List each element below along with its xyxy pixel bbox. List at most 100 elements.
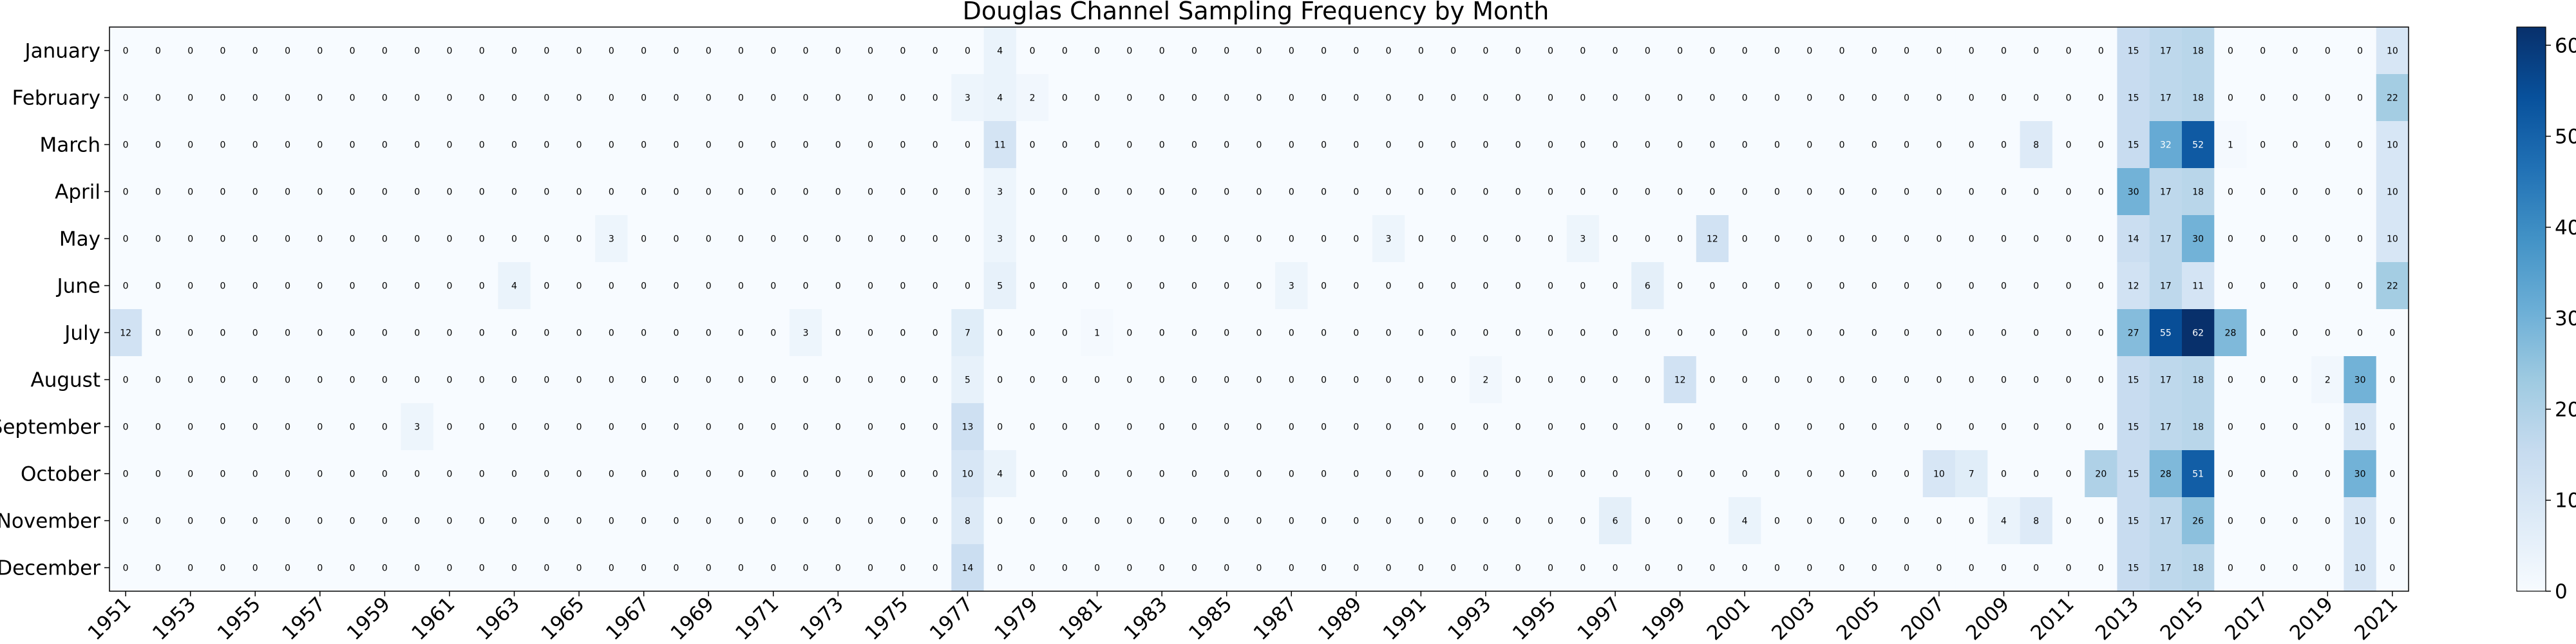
- cell-value-label: 0: [803, 281, 809, 292]
- cell-value-label: 30: [2354, 375, 2366, 386]
- cell-value-label: 0: [933, 46, 938, 57]
- heatmap-cell: [1987, 403, 2021, 451]
- cell-value-label: 0: [738, 422, 744, 433]
- cell-value-label: 0: [1839, 375, 1845, 386]
- cell-value-label: 0: [803, 422, 809, 433]
- heatmap-cell: [1534, 168, 1567, 216]
- heatmap-cell: [1275, 121, 1308, 169]
- heatmap-cell: [2085, 356, 2117, 404]
- heatmap-cell: [627, 544, 661, 592]
- cell-value-label: 0: [673, 375, 679, 386]
- heatmap-cell: [1307, 262, 1341, 310]
- heatmap-cell: [757, 450, 790, 498]
- cell-value-label: 0: [1806, 564, 1812, 574]
- cell-value-label: 0: [1353, 93, 1359, 104]
- cell-value-label: 0: [350, 469, 355, 480]
- cell-value-label: 0: [1709, 375, 1715, 386]
- cell-value-label: 0: [1483, 516, 1489, 527]
- heatmap-cell: [498, 168, 531, 216]
- cell-value-label: 0: [803, 469, 809, 480]
- heatmap-cell: [983, 403, 1017, 451]
- cell-value-label: 0: [1289, 187, 1294, 198]
- cell-value-label: 0: [2228, 516, 2233, 527]
- heatmap-cell: [303, 121, 337, 169]
- heatmap-cell: [886, 168, 920, 216]
- cell-value-label: 0: [350, 422, 355, 433]
- heatmap-cell: [886, 262, 920, 310]
- heatmap-cell: [368, 309, 402, 357]
- cell-value-label: 0: [285, 281, 290, 292]
- cell-value-label: 15: [2128, 93, 2139, 104]
- heatmap-cell: [336, 309, 369, 357]
- heatmap-cell: [789, 121, 822, 169]
- cell-value-label: 0: [1936, 140, 1942, 151]
- heatmap-cell: [2020, 309, 2053, 357]
- heatmap-cell: [2182, 27, 2215, 75]
- cell-value-label: 0: [933, 140, 938, 151]
- cell-value-label: 0: [220, 234, 226, 245]
- heatmap-cell: [1566, 74, 1600, 122]
- cell-value-label: 0: [1191, 328, 1197, 339]
- cell-value-label: 0: [479, 516, 485, 527]
- heatmap-cell: [174, 215, 207, 263]
- cell-value-label: 0: [1904, 281, 1909, 292]
- cell-value-label: 0: [609, 46, 614, 57]
- heatmap-cell: [789, 403, 822, 451]
- cell-value-label: 0: [706, 234, 712, 245]
- heatmap-cell: [757, 215, 790, 263]
- cell-value-label: 0: [1030, 140, 1036, 151]
- cell-value-label: 0: [1062, 516, 1068, 527]
- heatmap-cell: [239, 309, 272, 357]
- heatmap-cell: [1728, 309, 1761, 357]
- heatmap-cell: [1502, 121, 1535, 169]
- heatmap-cell: [1016, 544, 1049, 592]
- heatmap-cell: [1405, 121, 1438, 169]
- cell-value-label: 0: [1580, 422, 1586, 433]
- cell-value-label: 0: [2098, 328, 2104, 339]
- cell-value-label: 0: [446, 234, 452, 245]
- heatmap-cell: [724, 262, 758, 310]
- cell-value-label: 30: [2354, 469, 2366, 480]
- cell-value-label: 0: [220, 375, 226, 386]
- colorbar-tick-label: 40: [2555, 216, 2576, 240]
- heatmap-cell: [109, 121, 142, 169]
- heatmap-cell: [1405, 356, 1438, 404]
- cell-value-label: 0: [1613, 234, 1618, 245]
- cell-value-label: 0: [1289, 564, 1294, 574]
- cell-value-label: 0: [900, 422, 905, 433]
- cell-value-label: 0: [1094, 469, 1100, 480]
- heatmap-cell: [336, 403, 369, 451]
- cell-value-label: 0: [1483, 46, 1489, 57]
- cell-value-label: 0: [1191, 234, 1197, 245]
- heatmap-cell: [1437, 27, 1470, 75]
- heatmap-cell: [1502, 544, 1535, 592]
- heatmap-cell: [368, 544, 402, 592]
- heatmap-cell: [1372, 215, 1405, 263]
- cell-value-label: 0: [252, 564, 258, 574]
- heatmap-cell: [1242, 27, 1276, 75]
- heatmap-cell: [1016, 121, 1049, 169]
- heatmap-cell: [142, 544, 175, 592]
- heatmap-cell: [1858, 403, 1891, 451]
- cell-value-label: 0: [1159, 140, 1165, 151]
- cell-value-label: 3: [609, 234, 614, 245]
- heatmap-cell: [1048, 544, 1081, 592]
- cell-value-label: 0: [2325, 564, 2331, 574]
- colorbar-tick-label: 20: [2555, 398, 2576, 421]
- cell-value-label: 0: [446, 187, 452, 198]
- heatmap-cell: [595, 450, 629, 498]
- heatmap-cell: [595, 403, 629, 451]
- heatmap-cell: [2246, 450, 2280, 498]
- cell-value-label: 0: [1224, 564, 1229, 574]
- heatmap-cell: [659, 121, 693, 169]
- heatmap-cell: [433, 450, 466, 498]
- heatmap-cell: [1728, 215, 1761, 263]
- cell-value-label: 0: [1548, 469, 1553, 480]
- cell-value-label: 0: [1548, 93, 1553, 104]
- cell-value-label: 0: [933, 328, 938, 339]
- cell-value-label: 0: [576, 93, 582, 104]
- cell-value-label: 0: [609, 328, 614, 339]
- x-tick-label: 1959: [343, 592, 395, 644]
- heatmap-cell: [466, 356, 498, 404]
- cell-value-label: 0: [1450, 93, 1456, 104]
